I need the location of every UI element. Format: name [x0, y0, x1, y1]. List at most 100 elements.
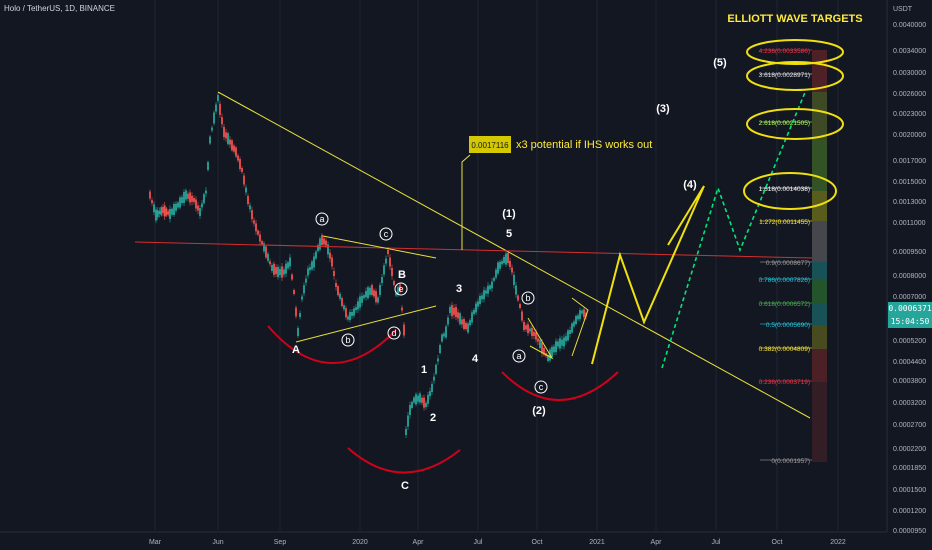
candle-body: [519, 304, 521, 308]
wave-label: (4): [683, 179, 697, 191]
candle-body: [355, 307, 357, 311]
candle-body: [391, 268, 393, 276]
candle-body: [561, 339, 563, 346]
candle-body: [255, 223, 257, 232]
candle-body: [535, 332, 537, 340]
candle-body: [499, 261, 501, 269]
x-tick-label: Oct: [532, 539, 543, 546]
candle-body: [199, 208, 201, 216]
wave-label: (3): [656, 103, 670, 115]
candle-body: [401, 307, 403, 311]
candle-body: [239, 159, 241, 169]
y-tick-label: 0.0003200: [893, 400, 926, 407]
wave-label: C: [401, 480, 409, 492]
candle-body: [521, 311, 523, 321]
candle-body: [567, 330, 569, 341]
candle-body: [351, 312, 353, 316]
candle-body: [377, 297, 379, 303]
candle-body: [285, 263, 287, 274]
candle-body: [579, 310, 581, 320]
candle-body: [271, 265, 273, 271]
candle-body: [313, 256, 315, 268]
y-tick-label: 0.0011000: [893, 220, 926, 227]
ihs-head-arc: [347, 447, 461, 474]
x-axis[interactable]: Mar Jun Sep 2020 Apr Jul Oct 2021 Apr Jul Oct 2022: [0, 531, 887, 546]
x-tick-label: 2022: [830, 539, 846, 546]
last-price-value: 0.0006371: [888, 304, 932, 313]
candle-body: [160, 207, 163, 216]
candle-body: [215, 104, 217, 112]
candle-body: [289, 257, 291, 267]
candle-body: [275, 267, 277, 275]
target-ellipse-3: [746, 108, 844, 140]
candle-body: [235, 147, 237, 157]
x-tick-label: Sep: [274, 539, 287, 546]
candle-body: [281, 266, 283, 278]
candle-body: [423, 397, 425, 408]
candle-body: [393, 281, 395, 285]
target-ellipse-2: [746, 61, 844, 91]
svg-text:b: b: [345, 335, 350, 345]
x-tick-label: Mar: [149, 539, 162, 546]
fib-level-label: 0.9(0.0008677): [766, 260, 810, 267]
candle-body: [555, 341, 557, 353]
y-tick-label: 0.0026000: [893, 91, 926, 98]
fib-band-column: [812, 50, 827, 462]
candle-body: [375, 291, 377, 303]
candle-body: [525, 325, 527, 330]
candle-body: [385, 258, 387, 264]
candle-body: [195, 199, 197, 209]
y-tick-label: 0.0001500: [893, 487, 926, 494]
candle-body: [575, 316, 577, 324]
svg-text:d: d: [391, 328, 396, 338]
candle-body: [557, 341, 559, 347]
fib-level-label: 0.5(0.0005690): [766, 322, 810, 329]
y-tick-label: 0.0005200: [893, 338, 926, 345]
fib-level-label: 1.272(0.0011455): [759, 219, 810, 226]
candle-body: [253, 220, 255, 224]
candle-body: [571, 323, 573, 333]
candle-body: [463, 319, 465, 329]
candle-body: [461, 319, 463, 325]
x-tick-label: Oct: [772, 539, 783, 546]
candle-body: [397, 287, 399, 295]
candle-body: [381, 277, 383, 283]
candle-body: [241, 168, 243, 172]
candle-body: [297, 328, 299, 336]
drawing-annotations: 0.0017116 x3 potential if IHS works out …: [134, 13, 863, 474]
y-tick-label: 0.0001850: [893, 465, 926, 472]
callout-text: x3 potential if IHS works out: [516, 139, 652, 151]
wave-label: 4: [472, 353, 479, 365]
candle-body: [361, 295, 363, 303]
candle-body: [479, 296, 481, 304]
candle-body: [501, 261, 503, 265]
neckline: [134, 241, 813, 259]
wave-b-support-line: [295, 305, 437, 343]
candle-body: [405, 429, 407, 435]
candle-body: [459, 313, 461, 325]
y-tick-label: 0.0013000: [893, 199, 926, 206]
circled-label-c2: c: [534, 380, 548, 394]
candle-body: [453, 307, 455, 315]
wave-b-resistance-line: [322, 235, 437, 259]
descending-trendline: [217, 91, 811, 419]
candle-body: [287, 262, 289, 269]
fib-levels: 4.236(0.0033586) 3.618(0.0028971) 2.618(0.…: [759, 48, 812, 465]
x-tick-label: Apr: [651, 539, 663, 546]
candle-body: [363, 295, 365, 299]
candle-body: [233, 145, 235, 152]
y-tick-label: 0.0001200: [893, 508, 926, 515]
candle-body: [165, 208, 168, 216]
candle-body: [267, 253, 269, 261]
candle-body: [369, 287, 371, 295]
candle-body: [173, 204, 175, 215]
y-tick-label: 0.0000950: [893, 528, 926, 535]
candle-body: [277, 267, 279, 277]
candle-body: [231, 140, 233, 151]
circled-label-c: c: [379, 227, 393, 241]
candle-body: [467, 323, 469, 333]
candle-body: [411, 402, 413, 408]
candle-body: [367, 287, 369, 299]
candle-body: [403, 324, 405, 336]
